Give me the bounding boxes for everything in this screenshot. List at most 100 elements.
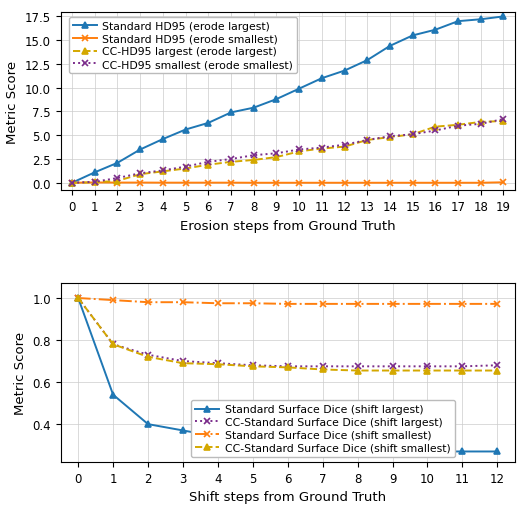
- Standard HD95 (erode smallest): [250, 180, 257, 186]
- CC-HD95 smallest (erode smallest): [92, 179, 98, 185]
- Standard HD95 (erode largest): [296, 86, 302, 92]
- CC-Standard Surface Dice (shift smallest): [285, 365, 291, 371]
- CC-HD95 smallest (erode smallest): [137, 171, 144, 177]
- CC-HD95 largest (erode largest): [205, 162, 211, 168]
- CC-HD95 largest (erode largest): [159, 169, 166, 175]
- Y-axis label: Metric Score: Metric Score: [6, 60, 20, 143]
- Standard HD95 (erode smallest): [228, 180, 234, 186]
- CC-HD95 largest (erode largest): [341, 144, 347, 150]
- Standard HD95 (erode smallest): [296, 180, 302, 186]
- Y-axis label: Metric Score: Metric Score: [14, 331, 27, 415]
- CC-HD95 smallest (erode smallest): [341, 142, 347, 148]
- CC-Standard Surface Dice (shift smallest): [425, 368, 431, 374]
- CC-Standard Surface Dice (shift smallest): [110, 341, 116, 347]
- CC-HD95 largest (erode largest): [183, 166, 189, 172]
- CC-HD95 smallest (erode smallest): [69, 180, 76, 186]
- CC-HD95 smallest (erode smallest): [250, 153, 257, 159]
- CC-HD95 smallest (erode smallest): [159, 168, 166, 174]
- CC-Standard Surface Dice (shift smallest): [215, 362, 221, 368]
- Standard Surface Dice (shift smallest): [319, 301, 326, 308]
- Standard HD95 (erode smallest): [114, 180, 120, 186]
- CC-Standard Surface Dice (shift smallest): [250, 364, 256, 370]
- CC-Standard Surface Dice (shift smallest): [180, 361, 186, 367]
- Standard HD95 (erode largest): [159, 137, 166, 143]
- CC-HD95 largest (erode largest): [228, 160, 234, 166]
- CC-Standard Surface Dice (shift smallest): [319, 367, 326, 373]
- CC-HD95 largest (erode largest): [92, 180, 98, 186]
- Standard HD95 (erode largest): [137, 147, 144, 153]
- CC-HD95 largest (erode largest): [318, 146, 325, 153]
- CC-HD95 largest (erode largest): [455, 123, 461, 129]
- Standard HD95 (erode smallest): [455, 180, 461, 186]
- Standard HD95 (erode largest): [274, 97, 280, 103]
- Standard Surface Dice (shift smallest): [250, 300, 256, 307]
- CC-Standard Surface Dice (shift largest): [145, 352, 151, 358]
- Standard HD95 (erode smallest): [137, 180, 144, 186]
- Standard HD95 (erode largest): [500, 14, 506, 20]
- CC-Standard Surface Dice (shift largest): [459, 364, 466, 370]
- CC-Standard Surface Dice (shift smallest): [494, 368, 501, 374]
- Standard HD95 (erode smallest): [364, 180, 371, 186]
- CC-HD95 smallest (erode smallest): [114, 176, 120, 182]
- Standard HD95 (erode smallest): [341, 180, 347, 186]
- Standard Surface Dice (shift largest): [250, 438, 256, 444]
- Line: CC-HD95 largest (erode largest): CC-HD95 largest (erode largest): [69, 119, 506, 186]
- Standard Surface Dice (shift smallest): [354, 301, 361, 308]
- Standard Surface Dice (shift smallest): [145, 299, 151, 306]
- CC-HD95 largest (erode largest): [69, 180, 76, 186]
- CC-HD95 largest (erode largest): [477, 120, 484, 126]
- Standard HD95 (erode smallest): [205, 180, 211, 186]
- CC-Standard Surface Dice (shift largest): [389, 364, 395, 370]
- Standard Surface Dice (shift smallest): [75, 295, 81, 301]
- CC-Standard Surface Dice (shift largest): [180, 359, 186, 365]
- CC-Standard Surface Dice (shift smallest): [145, 354, 151, 360]
- Line: CC-HD95 smallest (erode smallest): CC-HD95 smallest (erode smallest): [69, 117, 506, 186]
- CC-HD95 largest (erode largest): [500, 119, 506, 125]
- Standard HD95 (erode largest): [477, 17, 484, 23]
- CC-Standard Surface Dice (shift largest): [494, 363, 501, 369]
- Line: Standard Surface Dice (shift smallest): Standard Surface Dice (shift smallest): [75, 295, 501, 308]
- Standard HD95 (erode largest): [183, 127, 189, 133]
- Standard Surface Dice (shift smallest): [285, 301, 291, 308]
- Standard HD95 (erode largest): [432, 28, 438, 34]
- CC-HD95 largest (erode largest): [296, 149, 302, 155]
- Standard Surface Dice (shift smallest): [459, 301, 466, 308]
- CC-Standard Surface Dice (shift largest): [110, 341, 116, 347]
- Standard HD95 (erode largest): [69, 180, 76, 186]
- Standard HD95 (erode largest): [364, 58, 371, 64]
- Standard HD95 (erode smallest): [92, 180, 98, 186]
- CC-HD95 largest (erode largest): [386, 135, 393, 141]
- Standard HD95 (erode smallest): [477, 180, 484, 186]
- Standard HD95 (erode smallest): [183, 180, 189, 186]
- Line: Standard Surface Dice (shift largest): Standard Surface Dice (shift largest): [75, 295, 501, 454]
- Standard HD95 (erode largest): [410, 33, 416, 39]
- CC-HD95 smallest (erode smallest): [432, 128, 438, 134]
- Standard Surface Dice (shift largest): [180, 428, 186, 434]
- CC-Standard Surface Dice (shift largest): [75, 295, 81, 301]
- Standard HD95 (erode smallest): [386, 180, 393, 186]
- Legend: Standard Surface Dice (shift largest), CC-Standard Surface Dice (shift largest),: Standard Surface Dice (shift largest), C…: [191, 400, 455, 457]
- CC-HD95 smallest (erode smallest): [228, 157, 234, 163]
- Standard HD95 (erode smallest): [432, 180, 438, 186]
- CC-HD95 smallest (erode smallest): [364, 138, 371, 144]
- Standard HD95 (erode smallest): [500, 180, 506, 186]
- CC-Standard Surface Dice (shift largest): [285, 364, 291, 370]
- Legend: Standard HD95 (erode largest), Standard HD95 (erode smallest), CC-HD95 largest (: Standard HD95 (erode largest), Standard …: [69, 18, 297, 74]
- CC-HD95 smallest (erode smallest): [386, 134, 393, 140]
- Standard Surface Dice (shift smallest): [494, 301, 501, 308]
- Line: Standard HD95 (erode largest): Standard HD95 (erode largest): [69, 14, 506, 186]
- Standard HD95 (erode largest): [250, 106, 257, 112]
- Standard HD95 (erode smallest): [274, 180, 280, 186]
- CC-Standard Surface Dice (shift smallest): [459, 368, 466, 374]
- Standard HD95 (erode largest): [92, 170, 98, 176]
- CC-HD95 largest (erode largest): [364, 138, 371, 144]
- Standard HD95 (erode smallest): [318, 180, 325, 186]
- Standard Surface Dice (shift smallest): [180, 299, 186, 306]
- CC-HD95 smallest (erode smallest): [296, 147, 302, 153]
- CC-Standard Surface Dice (shift largest): [425, 364, 431, 370]
- Standard Surface Dice (shift largest): [389, 448, 395, 454]
- CC-Standard Surface Dice (shift smallest): [354, 368, 361, 374]
- Standard Surface Dice (shift largest): [494, 448, 501, 454]
- CC-Standard Surface Dice (shift smallest): [75, 295, 81, 301]
- CC-HD95 largest (erode largest): [274, 155, 280, 161]
